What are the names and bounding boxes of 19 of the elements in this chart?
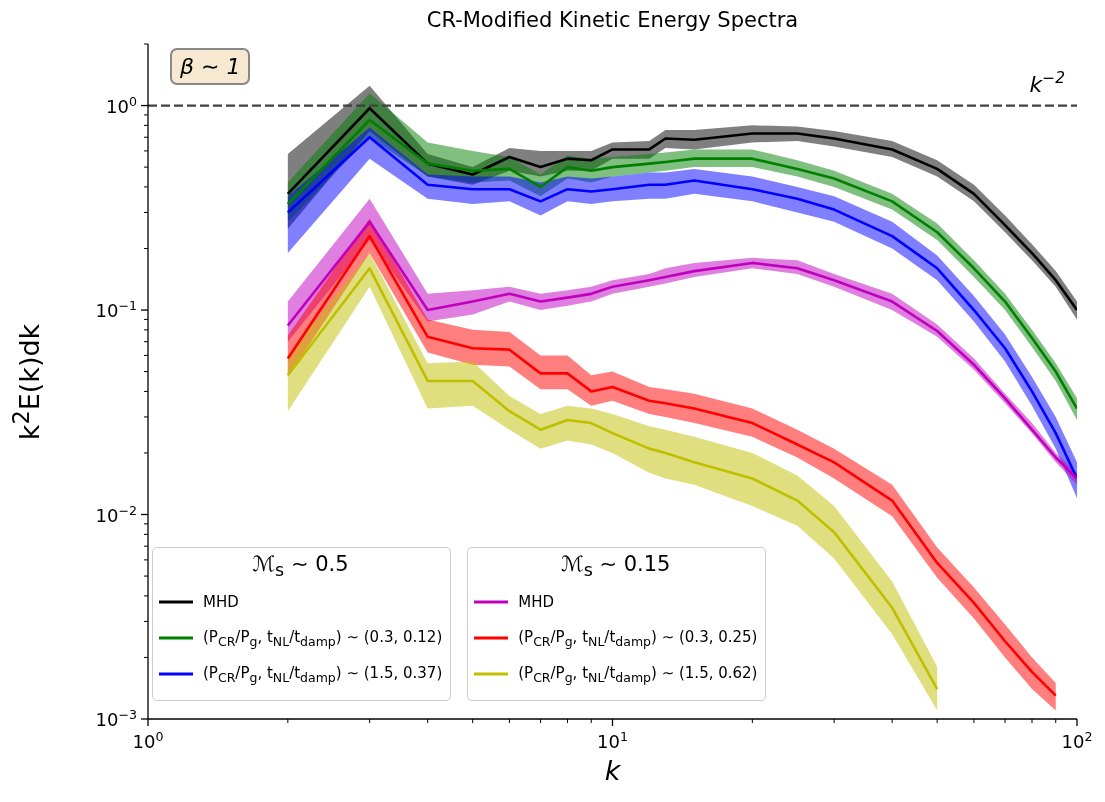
ref-line-label: k$^{−2}$ — [1029, 68, 1065, 97]
y-tick-label: 10$^{−1}$ — [95, 297, 137, 322]
x-tick-label: 10$^{2}$ — [1061, 728, 1093, 752]
legend-label: MHD — [203, 593, 239, 612]
text: (P$_{CR}$/P$_{g}$, t$_{NL}$/t$_{damp}$) ∼ (0.3, 0.12) — [203, 627, 443, 649]
legend-label: MHD — [518, 593, 555, 612]
y-tick-label: 10$^{−3}$ — [95, 706, 137, 730]
text: (P$_{CR}$/P$_{g}$, t$_{NL}$/t$_{damp}$) ∼ (1.5, 0.62) — [518, 663, 758, 685]
x-tick-label: 10$^{1}$ — [597, 728, 628, 752]
annotation: ℳ$_{s}$ ∼ 0.5 — [252, 552, 349, 581]
text: (P$_{CR}$/P$_{g}$, t$_{NL}$/t$_{damp}$) ∼ (1.5, 0.37) — [203, 663, 443, 685]
annotation: ℳ$_{s}$ ∼ 0.15 — [561, 552, 671, 581]
y-tick-label: 10$^{−2}$ — [95, 502, 137, 526]
chart-title: CR-Modified Kinetic Energy Spectra — [426, 8, 799, 32]
y-tick-label: 10$^{0}$ — [106, 93, 137, 117]
annotation: β ∼ 1 — [180, 54, 241, 79]
x-axis-title: k — [604, 755, 621, 786]
text: (P$_{CR}$/P$_{g}$, t$_{NL}$/t$_{damp}$) ∼ (0.3, 0.25) — [518, 627, 758, 649]
x-tick-label: 10$^{0}$ — [132, 728, 164, 752]
